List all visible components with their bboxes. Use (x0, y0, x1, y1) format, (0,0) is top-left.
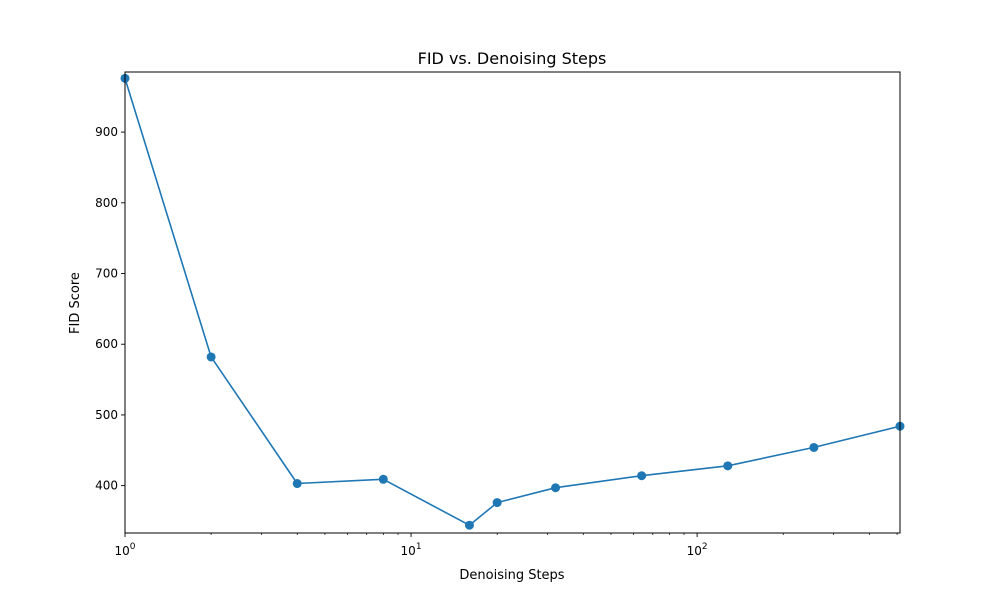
plot-area (120, 73, 905, 530)
y-tick-label: 900 (95, 125, 118, 139)
data-point (492, 498, 502, 508)
data-point (551, 483, 561, 493)
x-tick-label: 101 (401, 542, 422, 558)
y-tick-label: 500 (95, 408, 118, 422)
y-tick-label: 700 (95, 267, 118, 281)
x-tick-label: 102 (687, 542, 708, 558)
plot-frame (124, 71, 901, 534)
data-point (378, 474, 388, 484)
y-axis-label: FID Score (68, 272, 83, 334)
chart-title: FID vs. Denoising Steps (418, 49, 607, 68)
data-point (637, 471, 647, 481)
data-point (206, 352, 216, 362)
y-tick-label: 400 (95, 479, 118, 493)
y-tick-label: 600 (95, 337, 118, 351)
series-line (124, 78, 901, 527)
y-axis-ticks: 400 500 600 700 800 900 (95, 125, 125, 493)
data-point (809, 442, 819, 452)
x-axis-label: Denoising Steps (459, 568, 564, 583)
x-tick-label: 100 (114, 542, 135, 558)
data-point (464, 520, 474, 530)
x-axis-ticks: 100 101 102 (114, 533, 898, 558)
data-point (723, 461, 733, 471)
data-point (292, 479, 302, 489)
y-tick-label: 800 (95, 196, 118, 210)
